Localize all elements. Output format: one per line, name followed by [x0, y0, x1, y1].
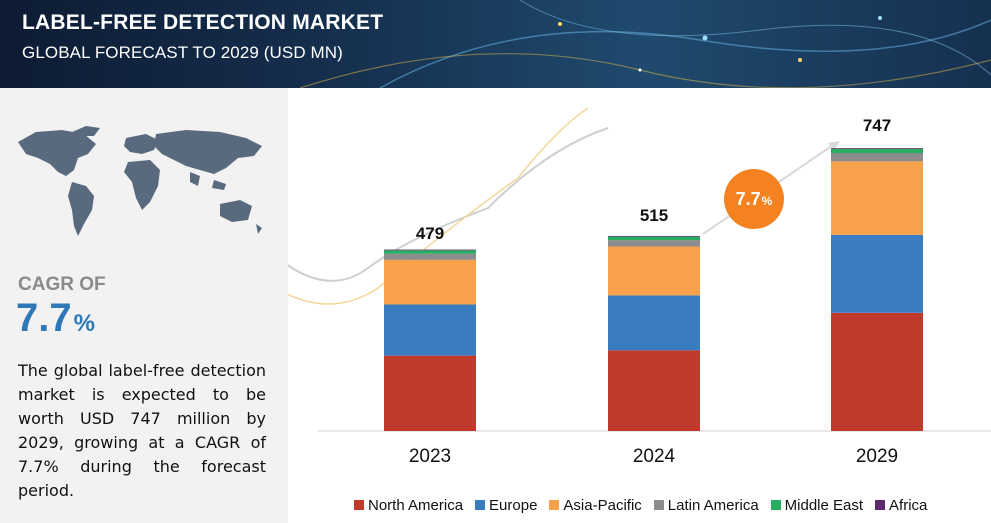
legend-swatch [549, 500, 560, 510]
legend-swatch [653, 500, 664, 510]
growth-arrow-head [828, 141, 840, 151]
legend-swatch [475, 500, 486, 510]
bar-segment-middle-east-2029 [831, 148, 923, 153]
legend-item-latin-america: Latin America [653, 496, 759, 514]
cagr-bubble-value: 7.7 [735, 188, 761, 209]
legend-label: Middle East [784, 496, 864, 514]
page-title: LABEL-FREE DETECTION MARKET [22, 11, 384, 34]
bar-segment-asia-pacific-2029 [831, 161, 923, 235]
bar-segment-middle-east-2024 [608, 236, 700, 241]
cagr-label: CAGR OF [18, 274, 106, 295]
market-description: The global label-free detection market i… [18, 361, 266, 500]
page-subtitle: GLOBAL FORECAST TO 2029 (USD MN) [22, 43, 343, 62]
legend-item-africa: Africa [875, 497, 927, 514]
bar-segment-africa-2029 [831, 148, 923, 149]
legend-label: Asia-Pacific [563, 496, 642, 514]
decorative-curve-gold [288, 107, 589, 305]
bar-total-2024: 515 [639, 206, 669, 225]
bar-segment-latin-america-2029 [831, 152, 923, 162]
legend-label: Latin America [667, 496, 759, 514]
cagr-bubble: 7.7% [724, 169, 784, 229]
x-tick-2024: 2024 [632, 446, 676, 467]
header-decoration [299, 0, 991, 88]
bar-segment-latin-america-2023 [384, 253, 476, 260]
legend-label: Europe [489, 496, 538, 514]
bar-segment-europe-2023 [384, 304, 476, 356]
legend-label: Africa [889, 496, 928, 514]
cagr-number: 7.7 [16, 296, 72, 340]
bar-segment-latin-america-2024 [608, 240, 700, 247]
bar-segment-north-america-2024 [608, 350, 700, 431]
bar-segment-africa-2024 [608, 235, 700, 237]
decorative-curve-gray [288, 127, 609, 282]
legend-label: North America [368, 496, 464, 514]
legend-swatch [875, 500, 886, 510]
bar-total-2029: 747 [862, 116, 892, 135]
legend-item-asia-pacific: Asia-Pacific [549, 496, 642, 514]
world-map-icon [18, 126, 262, 236]
bar-segment-north-america-2029 [831, 312, 923, 431]
header-banner: LABEL-FREE DETECTION MARKET GLOBAL FOREC… [0, 0, 991, 88]
stacked-bar-chart: 479 515 747 2023 2024 2029 7.7% [288, 88, 991, 523]
bar-total-2023: 479 [415, 224, 445, 243]
bar-segment-north-america-2023 [384, 355, 476, 431]
bar-segment-europe-2029 [831, 234, 923, 313]
summary-panel: CAGR OF 7.7% The global label-free detec… [0, 88, 288, 523]
cagr-unit: % [73, 310, 95, 337]
bar-segment-europe-2024 [608, 295, 700, 351]
cagr-bubble-unit: % [761, 194, 773, 208]
legend-item-europe: Europe [475, 497, 537, 514]
chart-legend: North America Europe Asia-Pacific Latin … [354, 495, 984, 515]
bar-segment-asia-pacific-2023 [384, 259, 476, 305]
x-tick-2023: 2023 [408, 446, 452, 467]
bar-segment-asia-pacific-2024 [608, 246, 700, 296]
legend-swatch [770, 500, 781, 510]
bar-segment-middle-east-2023 [384, 250, 476, 254]
chart-canvas [288, 107, 991, 432]
legend-item-north-america: North America [354, 497, 463, 514]
legend-item-middle-east: Middle East [770, 496, 864, 514]
bar-segment-africa-2023 [384, 249, 476, 251]
legend-swatch [354, 500, 364, 510]
cagr-value: 7.7% [16, 296, 95, 346]
x-tick-2029: 2029 [855, 446, 899, 467]
bars-group [384, 148, 923, 431]
